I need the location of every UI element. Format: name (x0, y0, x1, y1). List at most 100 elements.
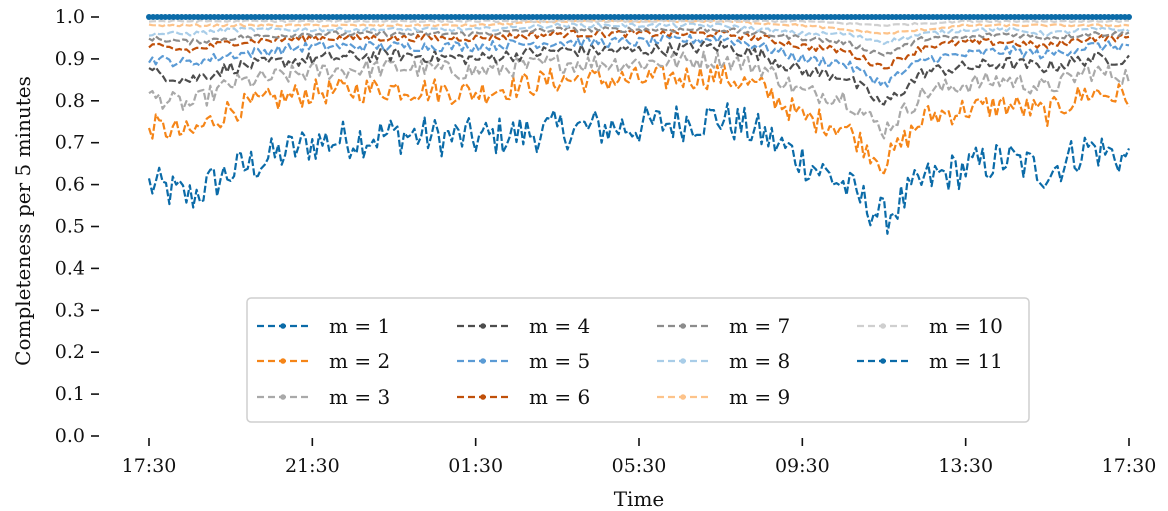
series-11-marker (399, 14, 406, 20)
series-11-marker (174, 14, 181, 20)
y-tick-label: 0.1 (55, 383, 85, 405)
series-11-marker (1068, 14, 1075, 20)
series-11-marker (170, 14, 177, 20)
y-tick-label: 0.4 (55, 257, 85, 279)
series-11-marker (301, 14, 308, 20)
legend-label: m = 7 (729, 314, 790, 338)
series-11-marker (930, 14, 936, 20)
series-11-marker (325, 14, 332, 20)
series-11-marker (497, 14, 504, 20)
series-11-marker (489, 14, 495, 20)
series-11-marker (774, 14, 781, 20)
x-tick-label: 09:30 (775, 455, 830, 477)
series-11-marker (223, 14, 230, 20)
series-11-marker (807, 14, 814, 20)
series-11-marker (456, 14, 463, 20)
series-11-marker (460, 14, 467, 20)
series-11-marker (146, 14, 152, 20)
series-11-marker (407, 14, 414, 20)
series-11-marker (321, 14, 328, 20)
series-line-9 (148, 19, 1130, 35)
series-11-marker (546, 14, 553, 20)
series-11-marker (235, 14, 242, 20)
series-11-marker (415, 14, 422, 20)
y-tick-label: 0.3 (55, 299, 85, 321)
legend-label: m = 6 (529, 385, 590, 409)
series-11-marker (852, 14, 859, 20)
series-11-marker (836, 14, 843, 20)
legend-marker (480, 323, 486, 329)
series-11-marker (337, 14, 344, 20)
series-11-marker (252, 14, 259, 20)
series-11-marker (615, 14, 622, 20)
series-11-marker (881, 14, 887, 20)
series-line-2 (147, 63, 1130, 175)
series-11-marker (958, 14, 965, 20)
series-11-marker (1109, 14, 1116, 20)
legend-label: m = 2 (329, 349, 390, 373)
series-11-marker (1019, 14, 1026, 20)
legend-marker (680, 358, 686, 364)
series-11-marker (276, 14, 283, 20)
series-11-marker (346, 14, 353, 20)
series-11-marker (411, 14, 418, 20)
series-line-8 (148, 22, 1130, 46)
series-11-marker (578, 14, 585, 20)
series-11-marker (848, 14, 855, 20)
series-11-marker (738, 14, 745, 20)
series-11-marker (464, 14, 471, 20)
series-11-marker (587, 14, 593, 20)
series-11-marker (382, 14, 389, 20)
series-11-marker (885, 14, 892, 20)
series-11-marker (676, 14, 683, 20)
series-11-marker (762, 14, 769, 20)
series-11-marker (309, 14, 316, 20)
series-11-marker (284, 14, 291, 20)
series-11-marker (709, 14, 716, 20)
series-11-marker (815, 14, 822, 20)
x-tick-label: 01:30 (448, 455, 503, 477)
series-11-marker (705, 14, 712, 20)
legend-marker (280, 323, 286, 329)
series-11-marker (803, 14, 810, 20)
series-11-marker (297, 14, 304, 20)
series-11-marker (227, 14, 234, 20)
y-tick-label: 0.9 (55, 48, 85, 70)
series-11-marker (913, 14, 920, 20)
y-tick-label: 0.0 (55, 425, 85, 447)
series-11-marker (725, 14, 732, 20)
legend-marker (680, 394, 686, 400)
series-11-marker (248, 14, 255, 20)
series-11-marker (288, 14, 295, 20)
series-11-marker (219, 14, 226, 20)
series-11-marker (636, 14, 642, 20)
series-11-marker (921, 14, 928, 20)
series-11-marker (652, 14, 659, 20)
series-11-marker (754, 14, 761, 20)
legend-label: m = 10 (929, 314, 1003, 338)
series-11-marker (962, 14, 969, 20)
series-11-marker (1032, 14, 1039, 20)
series-11-marker (974, 14, 981, 20)
legend-label: m = 11 (929, 349, 1003, 373)
series-11-marker (538, 14, 544, 20)
series-11-marker (750, 14, 757, 20)
series-11-marker (440, 14, 446, 20)
x-axis-label: Time (614, 487, 665, 511)
series-11-marker (864, 14, 871, 20)
series-11-marker (513, 14, 520, 20)
series-11-marker (444, 14, 451, 20)
series-11-marker (1072, 14, 1079, 20)
series-11-marker (313, 14, 320, 20)
y-tick-label: 0.7 (55, 132, 85, 154)
series-11-marker (1097, 14, 1104, 20)
series-11-marker (505, 14, 512, 20)
series-11-marker (395, 14, 402, 20)
series-11-marker (423, 14, 430, 20)
legend-label: m = 1 (329, 314, 390, 338)
series-line-6 (148, 29, 1130, 70)
series-11-marker (1126, 14, 1132, 20)
series-11-marker (244, 14, 250, 20)
y-tick-label: 0.8 (55, 90, 85, 112)
y-tick-label: 0.5 (55, 216, 85, 238)
